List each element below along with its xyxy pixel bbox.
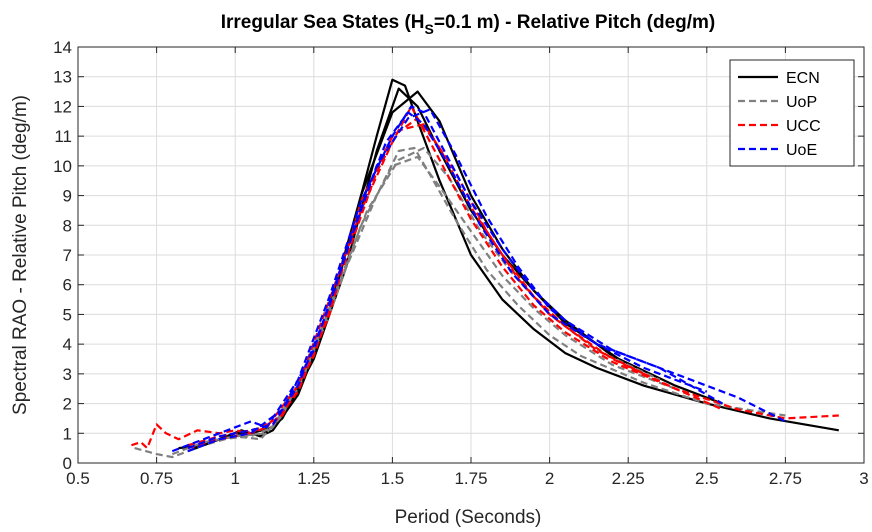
y-axis-label: Spectral RAO - Relative Pitch (deg/m) <box>10 95 31 415</box>
y-tick-label: 9 <box>63 187 72 206</box>
x-tick-label: 2.5 <box>695 469 719 488</box>
x-tick-label: 1.5 <box>381 469 405 488</box>
x-axis-label: Period (Seconds) <box>395 507 542 528</box>
legend: ECN UoP UCC UoE <box>729 59 855 167</box>
series-line-uoe <box>187 108 708 453</box>
series-line-ucc <box>187 123 645 450</box>
x-tick-label: 2.75 <box>769 469 802 488</box>
x-tick-label: 1 <box>230 469 239 488</box>
legend-label-uop: UoP <box>786 94 817 111</box>
x-tick-label: 1.75 <box>454 469 487 488</box>
y-tick-label: 14 <box>53 38 72 57</box>
x-tick-label: 2 <box>545 469 554 488</box>
chart-title: Irregular Sea States (HS=0.1 m) - Relati… <box>221 12 716 37</box>
series-line-uop <box>187 146 661 453</box>
y-tick-label: 4 <box>63 335 72 354</box>
y-tick-label: 7 <box>63 246 72 265</box>
y-tick-label: 0 <box>63 454 72 473</box>
legend-label-ecn: ECN <box>786 70 820 87</box>
y-tick-label: 13 <box>53 68 72 87</box>
x-tick-label: 0.5 <box>66 469 90 488</box>
y-tick-label: 8 <box>63 216 72 235</box>
x-tick-label: 3 <box>859 469 868 488</box>
legend-label-uoe: UoE <box>786 142 817 159</box>
y-tick-label: 2 <box>63 395 72 414</box>
y-tick-label: 5 <box>63 305 72 324</box>
y-tick-label: 10 <box>53 157 72 176</box>
y-tick-label: 12 <box>53 97 72 116</box>
legend-label-ucc: UCC <box>786 118 821 135</box>
series-line-uoe <box>187 111 724 450</box>
y-tick-label: 6 <box>63 276 72 295</box>
y-tick-label: 3 <box>63 365 72 384</box>
y-tick-label: 1 <box>63 424 72 443</box>
x-tick-label: 1.25 <box>297 469 330 488</box>
series-line-uop <box>171 155 676 456</box>
y-tick-label: 11 <box>54 127 72 146</box>
x-tick-label: 2.25 <box>612 469 645 488</box>
x-tick-label: 0.75 <box>140 469 173 488</box>
